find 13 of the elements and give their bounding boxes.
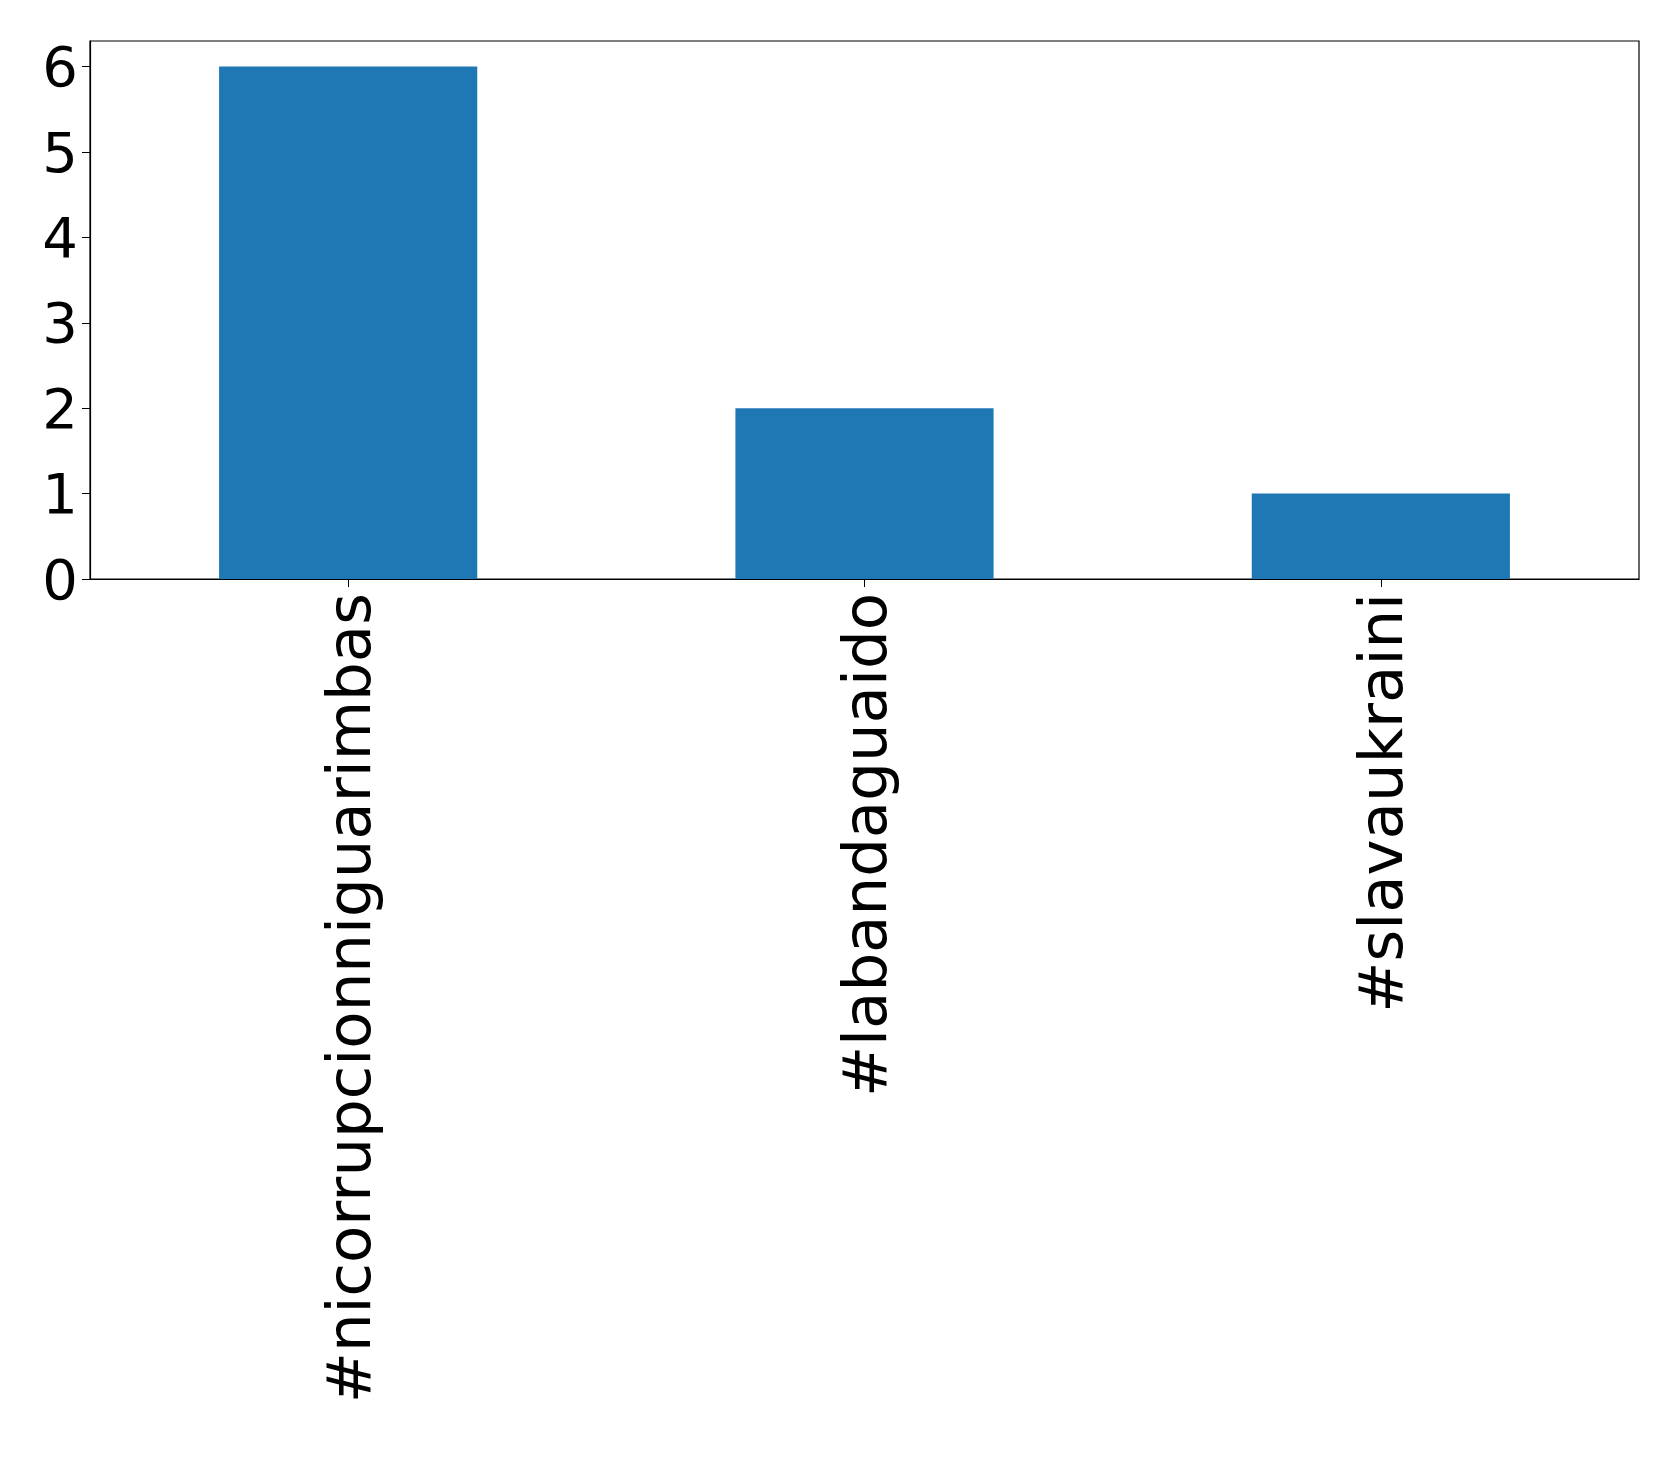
y-tick-label: 3 [42, 290, 78, 356]
x-tick-label: #slavaukraini [1345, 593, 1417, 1013]
x-tick-label: #nicorrupcionniguarimbas [312, 593, 384, 1404]
y-tick-label: 1 [42, 461, 78, 527]
x-tick-label: #labandaguaido [829, 593, 900, 1098]
bar [219, 66, 478, 579]
bar [735, 408, 994, 579]
bar [1251, 493, 1510, 579]
y-tick-label: 4 [42, 204, 78, 270]
y-tick-label: 2 [42, 375, 78, 441]
y-tick-label: 5 [42, 119, 78, 185]
y-tick-label: 0 [42, 546, 78, 612]
y-tick-label: 6 [42, 34, 78, 100]
